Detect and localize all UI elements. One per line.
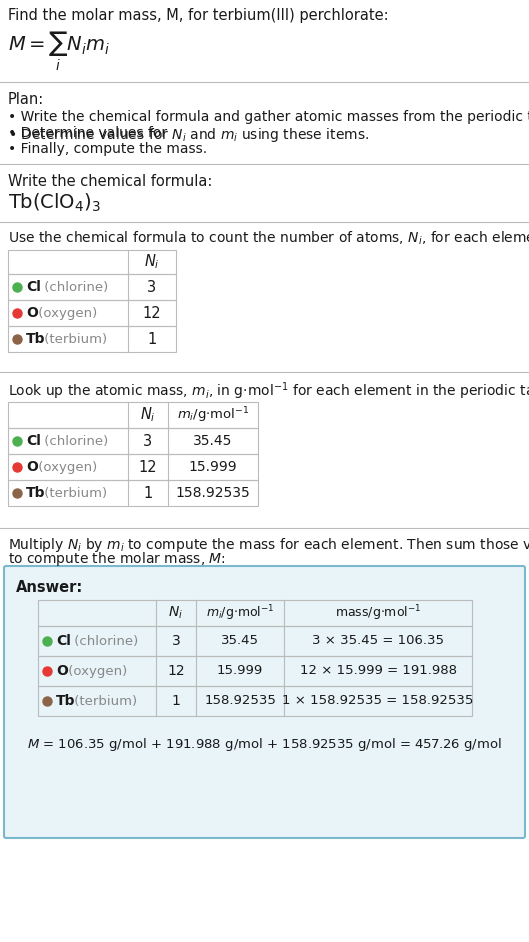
Text: 3: 3 <box>148 280 157 295</box>
Bar <box>8 402 258 428</box>
Bar <box>38 626 472 656</box>
Text: 1: 1 <box>171 694 180 708</box>
Text: (oxygen): (oxygen) <box>34 461 97 474</box>
Text: 15.999: 15.999 <box>217 664 263 677</box>
Text: mass/g$\cdot$mol$^{-1}$: mass/g$\cdot$mol$^{-1}$ <box>335 603 421 623</box>
Text: Write the chemical formula:: Write the chemical formula: <box>8 174 212 189</box>
Bar <box>8 250 176 274</box>
Text: 12: 12 <box>143 305 161 320</box>
Text: Plan:: Plan: <box>8 92 44 107</box>
Text: Find the molar mass, M, for terbium(III) perchlorate:: Find the molar mass, M, for terbium(III)… <box>8 8 389 23</box>
Text: (chlorine): (chlorine) <box>40 434 108 447</box>
Text: 35.45: 35.45 <box>221 635 259 647</box>
Text: $N_i$: $N_i$ <box>140 406 156 424</box>
Text: 3 × 35.45 = 106.35: 3 × 35.45 = 106.35 <box>312 635 444 647</box>
Text: 158.92535: 158.92535 <box>204 694 276 707</box>
Bar <box>38 686 472 716</box>
Text: Use the chemical formula to count the number of atoms, $N_i$, for each element:: Use the chemical formula to count the nu… <box>8 230 529 248</box>
Bar <box>8 428 258 454</box>
Text: 3: 3 <box>143 433 152 448</box>
Text: $m_i$/g$\cdot$mol$^{-1}$: $m_i$/g$\cdot$mol$^{-1}$ <box>177 405 249 425</box>
Text: O: O <box>26 460 38 474</box>
Text: Tb: Tb <box>26 332 45 346</box>
Bar <box>8 300 176 326</box>
Text: (chlorine): (chlorine) <box>40 281 108 294</box>
Text: Cl: Cl <box>26 280 41 294</box>
Bar <box>8 274 176 300</box>
Bar <box>8 326 176 352</box>
Text: $\mathrm{Tb(ClO_4)_3}$: $\mathrm{Tb(ClO_4)_3}$ <box>8 192 101 214</box>
Text: $N_i$: $N_i$ <box>144 252 160 271</box>
Text: Multiply $N_i$ by $m_i$ to compute the mass for each element. Then sum those val: Multiply $N_i$ by $m_i$ to compute the m… <box>8 536 529 554</box>
Text: O: O <box>26 306 38 320</box>
Text: Cl: Cl <box>56 634 71 648</box>
Text: 1: 1 <box>143 485 153 500</box>
Bar <box>8 454 258 480</box>
Text: to compute the molar mass, $M$:: to compute the molar mass, $M$: <box>8 550 226 568</box>
Text: • Finally, compute the mass.: • Finally, compute the mass. <box>8 142 207 156</box>
Text: 158.92535: 158.92535 <box>176 486 250 500</box>
Text: (chlorine): (chlorine) <box>70 635 138 647</box>
Text: • Determine values for $N_i$ and $m_i$ using these items.: • Determine values for $N_i$ and $m_i$ u… <box>8 126 369 144</box>
Text: 1: 1 <box>148 332 157 347</box>
FancyBboxPatch shape <box>4 566 525 838</box>
Text: • Determine values for: • Determine values for <box>8 126 171 140</box>
Text: 1 × 158.92535 = 158.92535: 1 × 158.92535 = 158.92535 <box>282 694 473 707</box>
Text: $M = \sum_i N_i m_i$: $M = \sum_i N_i m_i$ <box>8 30 110 73</box>
Bar <box>8 480 258 506</box>
Text: Cl: Cl <box>26 434 41 448</box>
Text: 35.45: 35.45 <box>193 434 233 448</box>
Text: (terbium): (terbium) <box>40 486 107 499</box>
Text: (terbium): (terbium) <box>40 333 107 346</box>
Text: $m_i$/g$\cdot$mol$^{-1}$: $m_i$/g$\cdot$mol$^{-1}$ <box>206 603 274 623</box>
Text: (oxygen): (oxygen) <box>64 664 127 677</box>
Text: 3: 3 <box>171 634 180 648</box>
Text: Tb: Tb <box>26 486 45 500</box>
Text: Tb: Tb <box>56 694 76 708</box>
Text: 12 × 15.999 = 191.988: 12 × 15.999 = 191.988 <box>299 664 457 677</box>
Text: Answer:: Answer: <box>16 580 83 595</box>
Text: O: O <box>56 664 68 678</box>
Text: Look up the atomic mass, $m_i$, in g$\cdot$mol$^{-1}$ for each element in the pe: Look up the atomic mass, $m_i$, in g$\cd… <box>8 380 529 401</box>
Text: $M$ = 106.35 g/mol + 191.988 g/mol + 158.92535 g/mol = 457.26 g/mol: $M$ = 106.35 g/mol + 191.988 g/mol + 158… <box>27 736 502 753</box>
Text: • Write the chemical formula and gather atomic masses from the periodic table.: • Write the chemical formula and gather … <box>8 110 529 124</box>
Text: (oxygen): (oxygen) <box>34 306 97 319</box>
Bar <box>38 656 472 686</box>
Text: 15.999: 15.999 <box>189 460 238 474</box>
Text: 12: 12 <box>139 460 157 475</box>
Text: $N_i$: $N_i$ <box>168 605 184 621</box>
Text: 12: 12 <box>167 664 185 678</box>
Bar <box>38 600 472 626</box>
Text: (terbium): (terbium) <box>70 694 137 707</box>
